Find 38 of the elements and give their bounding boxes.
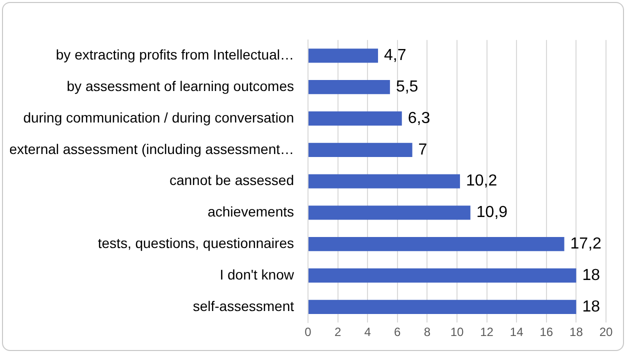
x-tick-label: 16: [540, 325, 554, 340]
y-tick-label: achievements: [208, 204, 294, 220]
data-label: 4,7: [384, 47, 406, 64]
data-label: 18: [582, 298, 600, 316]
bar: [308, 80, 390, 94]
x-tick-label: 0: [304, 325, 312, 340]
data-label: 5,5: [396, 78, 418, 96]
x-tick-label: 10: [450, 325, 464, 340]
x-tick-label: 12: [480, 325, 494, 340]
bar: [308, 237, 564, 252]
y-tick-label: tests, questions, questionnaires: [98, 234, 294, 251]
x-tick-label: 14: [510, 325, 524, 340]
data-label: 10,2: [466, 172, 498, 190]
y-tick-label: by extracting profits from Intellectual…: [56, 46, 294, 63]
bar: [308, 48, 378, 63]
x-tick-label: 8: [424, 325, 431, 340]
y-tick-label: cannot be assessed: [169, 172, 294, 188]
x-tick-label: 6: [394, 325, 402, 340]
data-label: 7: [418, 141, 428, 158]
y-tick-label: by assessment of learning outcomes: [66, 78, 294, 94]
x-tick-label: 18: [570, 325, 584, 340]
bar: [308, 142, 412, 157]
x-tick-label: 2: [334, 325, 342, 340]
data-label: 18: [582, 266, 600, 284]
bar: [308, 111, 402, 126]
y-tick-label: I don't know: [220, 266, 295, 282]
bar: [308, 174, 460, 188]
bar: [308, 300, 576, 314]
y-tick-label: during communication / during conversation: [23, 109, 294, 126]
data-label: 10,9: [476, 204, 508, 222]
bar: [308, 206, 470, 220]
x-tick-label: 4: [364, 325, 372, 340]
data-label: 17,2: [570, 236, 602, 253]
x-tick-label: 20: [599, 325, 613, 340]
y-tick-label: external assessment (including assessment…: [9, 140, 294, 157]
y-tick-label: self-assessment: [192, 298, 294, 314]
data-label: 6,3: [408, 110, 430, 127]
bar: [308, 268, 576, 283]
